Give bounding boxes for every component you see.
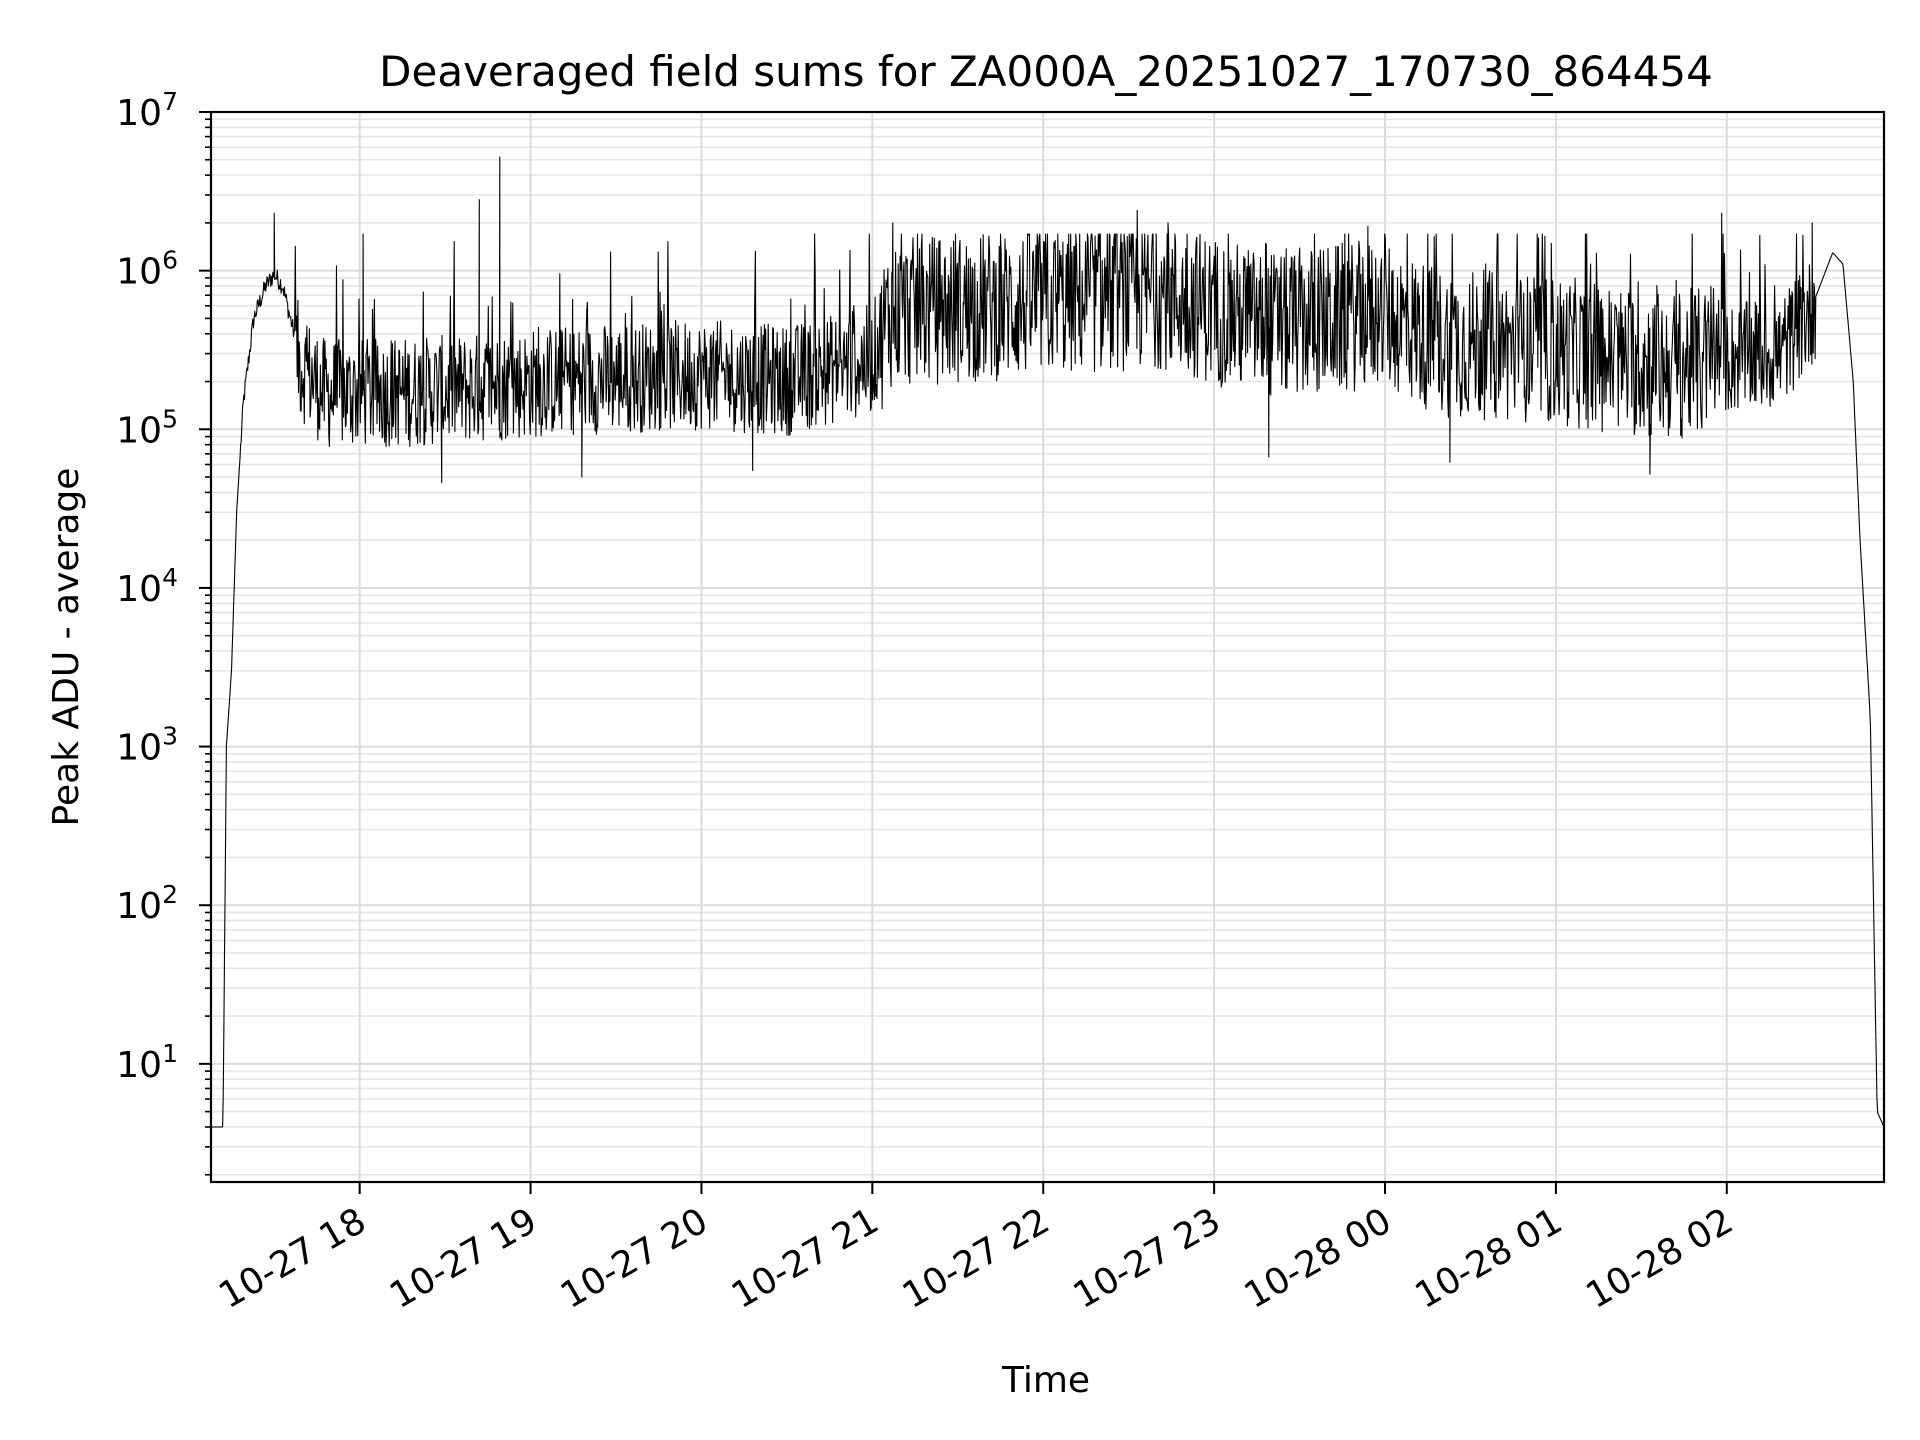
y-axis-ticks: 101 102 103 104 105 106 107 xyxy=(116,87,211,1176)
y-axis-label: Peak ADU - average xyxy=(46,468,87,827)
y-tick-label: 101 xyxy=(116,1039,178,1086)
series-line xyxy=(211,156,1885,1128)
data-series xyxy=(211,156,1885,1128)
y-tick-label: 102 xyxy=(116,880,178,927)
plot-frame xyxy=(209,110,1886,1184)
y-tick-label: 104 xyxy=(116,563,178,610)
y-tick-label: 106 xyxy=(116,246,178,293)
x-tick-label: 10-28 00 xyxy=(1238,1200,1399,1316)
x-axis-ticks: 10-27 18 10-27 19 10-27 20 10-27 21 10-27 22… xyxy=(212,1182,1740,1317)
y-tick-label: 107 xyxy=(116,87,178,134)
x-tick-label: 10-27 22 xyxy=(896,1200,1057,1316)
x-tick-label: 10-27 19 xyxy=(383,1200,544,1316)
x-tick-label: 10-27 23 xyxy=(1067,1200,1228,1316)
x-tick-label: 10-27 21 xyxy=(725,1200,886,1316)
y-tick-label: 105 xyxy=(116,404,178,451)
x-tick-label: 10-27 20 xyxy=(554,1200,715,1316)
x-tick-label: 10-28 01 xyxy=(1409,1200,1570,1316)
x-tick-label: 10-28 02 xyxy=(1579,1200,1740,1316)
chart-title: Deaveraged field sums for ZA000A_2025102… xyxy=(379,47,1713,96)
x-tick-label: 10-27 18 xyxy=(212,1200,373,1316)
x-axis-label: Time xyxy=(1001,1360,1090,1401)
y-tick-label: 103 xyxy=(116,722,178,769)
